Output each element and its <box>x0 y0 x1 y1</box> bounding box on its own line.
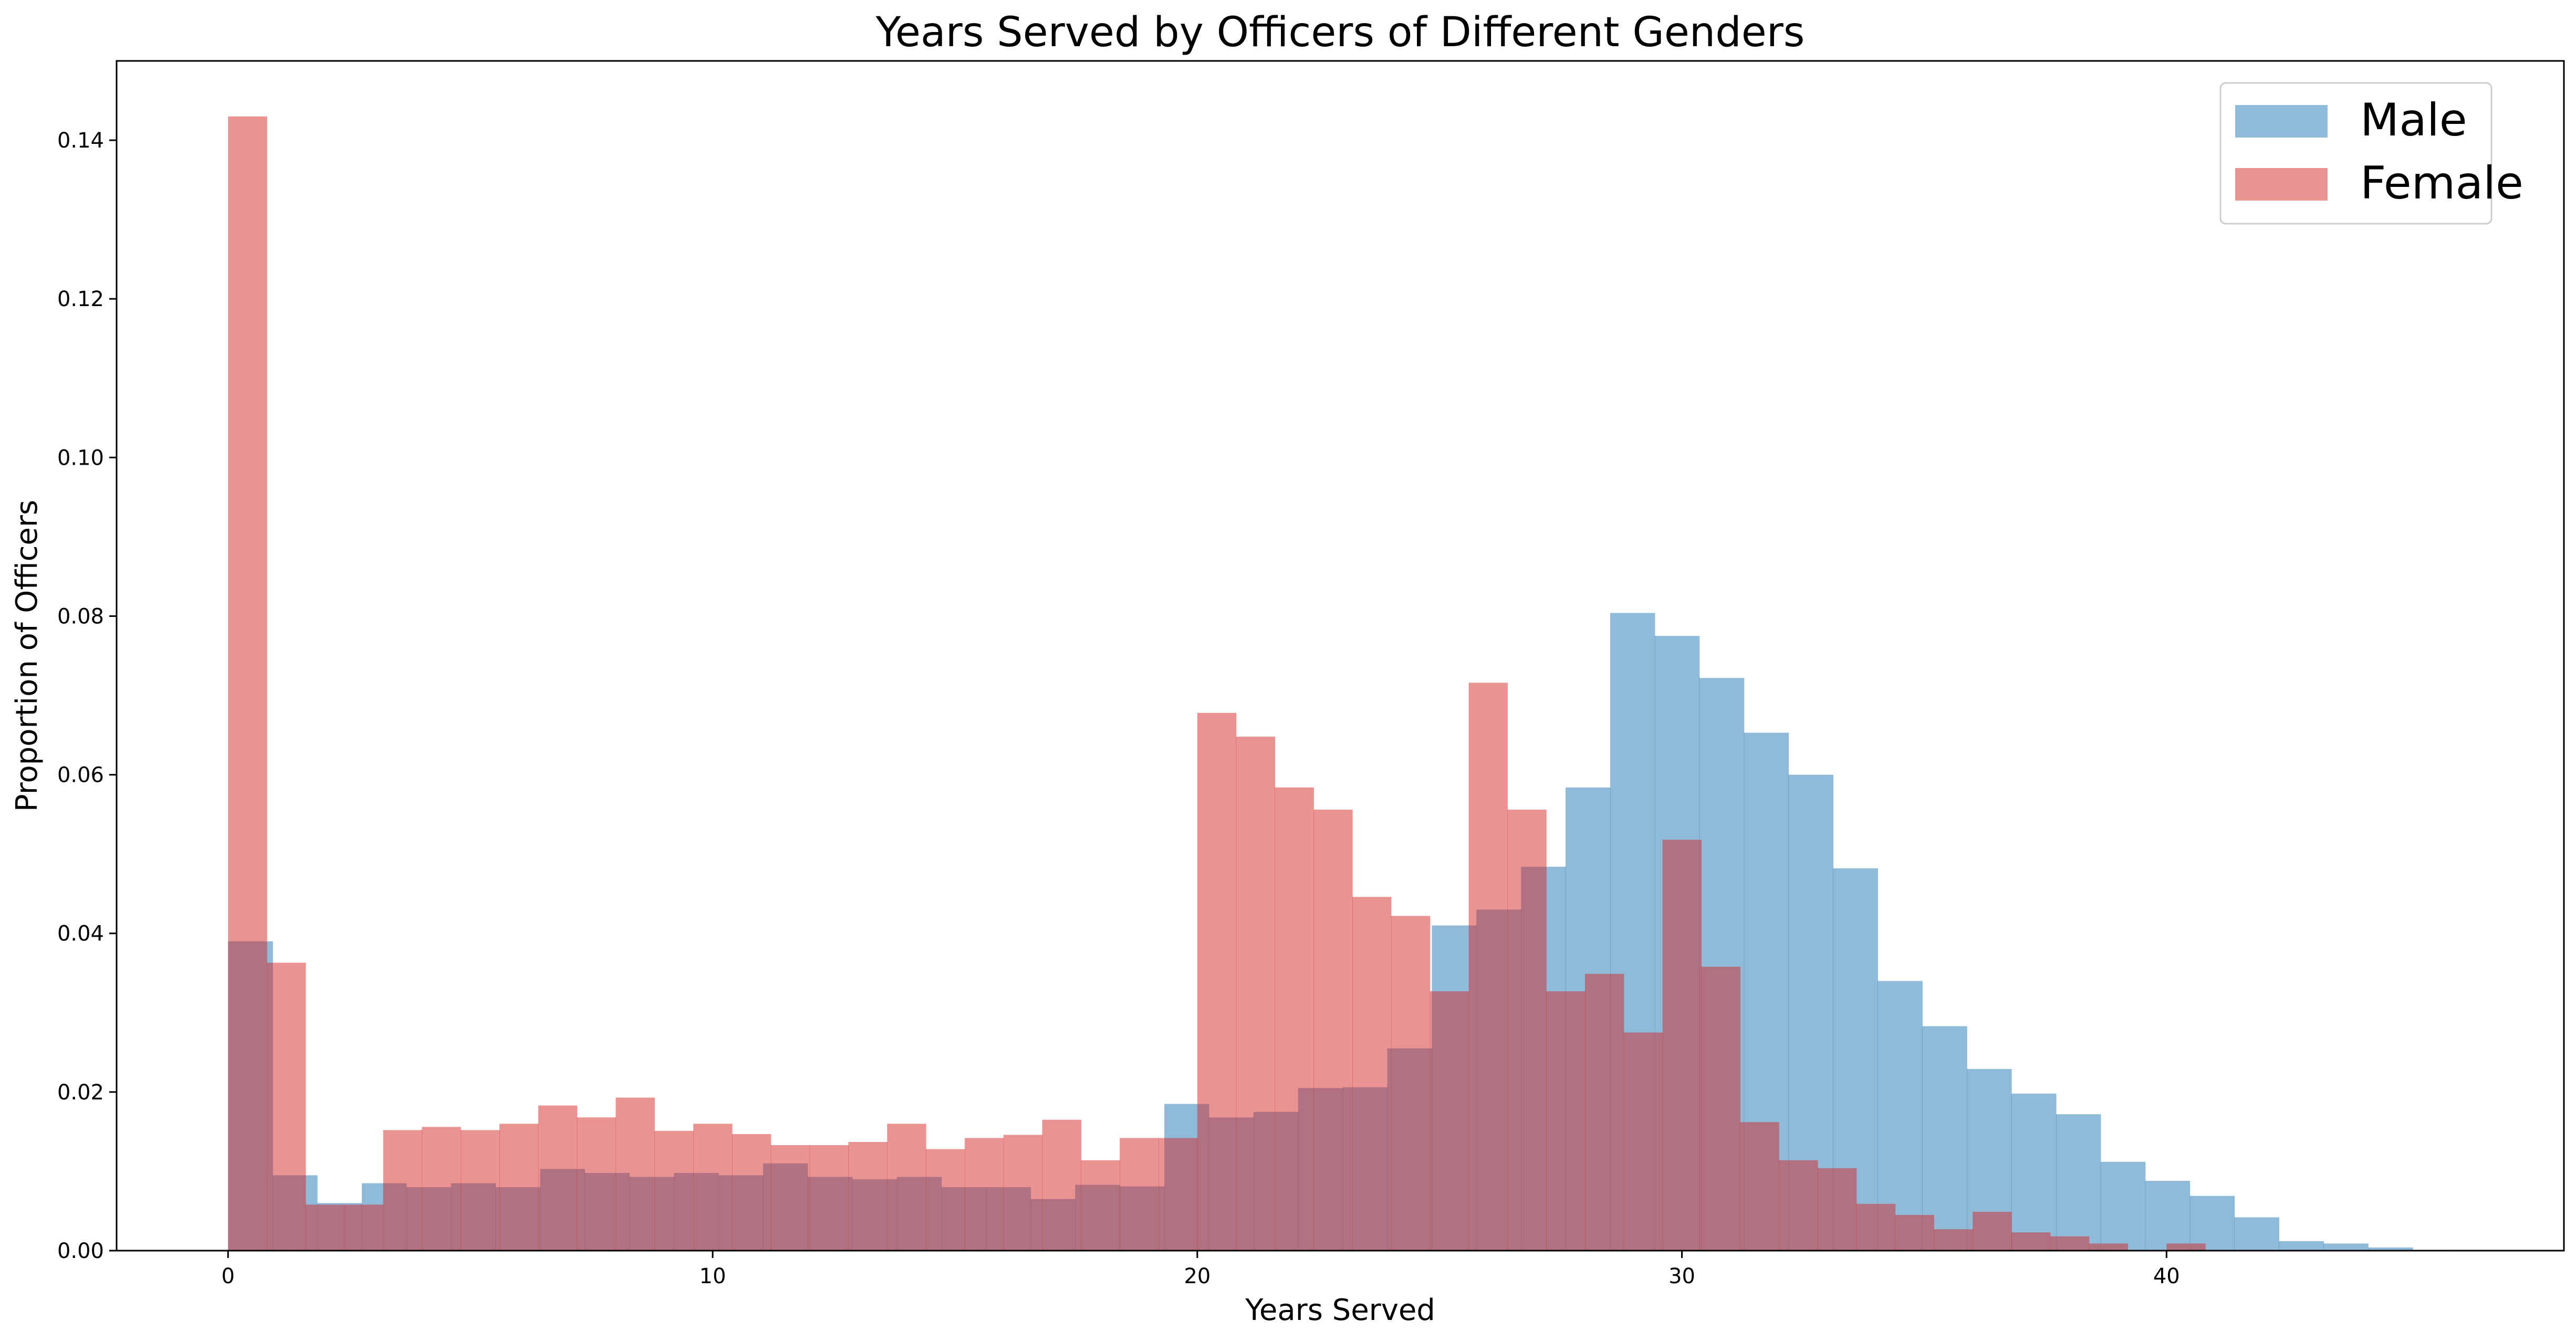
female-bar <box>654 1130 694 1251</box>
female-bar <box>770 1145 810 1251</box>
female-bar <box>887 1124 926 1251</box>
male-bar <box>2100 1161 2146 1251</box>
chart-title: Years Served by Officers of Different Ge… <box>875 9 1805 56</box>
female-bar <box>305 1204 345 1251</box>
x-tick-label: 30 <box>1668 1264 1695 1288</box>
female-bar <box>1662 840 1702 1251</box>
female-bar <box>1236 737 1276 1251</box>
x-axis-ticks: 0 10 20 30 40 <box>222 1251 2180 1288</box>
x-tick-label: 40 <box>2153 1264 2180 1288</box>
female-bar <box>1895 1215 1934 1251</box>
y-tick-label: 0.14 <box>57 129 104 153</box>
female-bar <box>344 1204 384 1251</box>
female-bar <box>1856 1203 1896 1251</box>
female-bar <box>1275 787 1314 1251</box>
female-bar <box>422 1127 461 1251</box>
female-bar <box>1003 1135 1043 1251</box>
female-bar <box>577 1117 617 1251</box>
female-bar <box>1042 1119 1081 1251</box>
female-bar <box>616 1097 655 1251</box>
female-bar <box>1081 1160 1120 1251</box>
male-bar <box>2189 1196 2235 1251</box>
y-axis-label: Proportion of Officers <box>10 500 44 812</box>
female-bar <box>1120 1138 1159 1251</box>
female-bar <box>2011 1232 2051 1251</box>
male-bar <box>2279 1241 2324 1251</box>
female-bar <box>964 1138 1004 1251</box>
female-bar <box>2089 1243 2129 1251</box>
female-bar <box>809 1145 849 1251</box>
female-bar <box>693 1124 733 1251</box>
legend-swatch-female <box>2235 168 2328 201</box>
x-tick-label: 0 <box>222 1264 235 1288</box>
female-bar <box>1391 916 1431 1251</box>
y-tick-label: 0.12 <box>57 287 104 311</box>
female-bar <box>1313 810 1353 1251</box>
female-bar <box>383 1130 422 1251</box>
y-tick-label: 0.10 <box>57 446 104 470</box>
male-bar <box>2011 1093 2057 1251</box>
male-bar <box>2145 1181 2191 1251</box>
female-bar <box>2166 1243 2206 1251</box>
female-bar <box>1430 991 1469 1251</box>
female-bar <box>1507 810 1547 1251</box>
female-bar <box>1468 683 1508 1251</box>
y-tick-label: 0.02 <box>57 1081 104 1105</box>
female-bar <box>1352 897 1392 1251</box>
male-bar <box>2234 1217 2280 1251</box>
female-bar <box>1585 973 1624 1251</box>
plot-frame <box>116 60 2565 1252</box>
male-bar <box>2323 1243 2369 1251</box>
female-bar <box>499 1124 539 1251</box>
female-bar <box>732 1134 771 1251</box>
female-bar <box>538 1105 578 1251</box>
female-bar <box>848 1142 888 1251</box>
female-series-bars <box>228 116 2206 1251</box>
y-axis-ticks: 0.00 0.02 0.04 0.06 0.08 0.10 0.12 0.14 <box>57 129 117 1263</box>
female-bar <box>926 1149 965 1251</box>
female-bar <box>1779 1160 1818 1251</box>
legend-label-female: Female <box>2360 157 2523 209</box>
x-axis-label: Years Served <box>1245 1293 1435 1327</box>
y-tick-label: 0.04 <box>57 922 104 946</box>
y-tick-label: 0.00 <box>57 1239 104 1263</box>
female-bar <box>1546 991 1586 1251</box>
x-tick-label: 20 <box>1184 1264 1211 1288</box>
female-bar <box>267 962 306 1251</box>
male-bar <box>1922 1026 1967 1251</box>
female-bar <box>1158 1138 1198 1251</box>
legend-label-male: Male <box>2360 94 2467 146</box>
legend: Male Female <box>2219 82 2523 225</box>
male-bar <box>2368 1247 2413 1251</box>
female-bar <box>1934 1229 1973 1251</box>
female-bar <box>2050 1236 2090 1251</box>
female-bar <box>1623 1032 1663 1251</box>
x-tick-label: 10 <box>700 1264 726 1288</box>
male-bar <box>2056 1114 2101 1251</box>
female-bar <box>1740 1122 1779 1251</box>
female-bar <box>461 1130 500 1251</box>
legend-swatch-male <box>2235 105 2328 138</box>
female-bar <box>1973 1211 2012 1251</box>
y-tick-label: 0.06 <box>57 763 104 788</box>
female-bar <box>228 116 267 1251</box>
female-bar <box>1817 1168 1857 1251</box>
female-bar <box>1197 712 1237 1251</box>
female-bar <box>1701 967 1740 1251</box>
y-tick-label: 0.08 <box>57 604 104 628</box>
